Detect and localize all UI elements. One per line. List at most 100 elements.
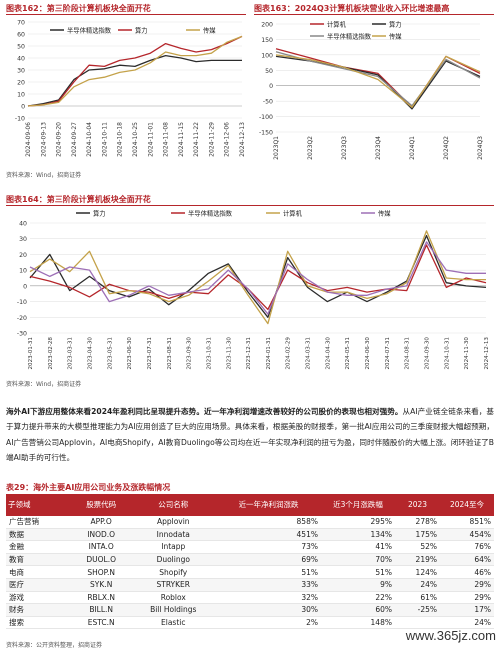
table-header: 子领域 xyxy=(6,494,72,516)
x-tick-label: 2024-10-25 xyxy=(132,122,139,157)
y-tick-label: 0 xyxy=(23,283,27,290)
y-tick-label: 30 xyxy=(19,236,27,243)
x-tick-label: 2024-11-08 xyxy=(163,122,170,157)
table-cell: Shopify xyxy=(130,565,217,579)
legend-label: 算力 xyxy=(93,208,106,217)
x-tick-label: 2023Q4 xyxy=(375,136,382,160)
table-row: 医疗 SYK.N STRYKER 33% 9% 24% 29% xyxy=(6,578,494,592)
x-tick-label: 2024-09-06 xyxy=(25,122,32,157)
table-cell: 33% xyxy=(216,578,321,592)
table-cell: 64% xyxy=(440,553,494,567)
x-tick-label: 2024-12-06 xyxy=(224,122,231,157)
legend-label: 算力 xyxy=(135,25,148,34)
table-cell: 451% xyxy=(216,528,321,542)
y-tick-label: 10 xyxy=(19,268,27,275)
fig162-title: 图表162：第三阶段计算机板块全面开花 xyxy=(6,4,151,13)
y-tick-label: 150 xyxy=(261,37,273,44)
x-tick-label: 2024-01-31 xyxy=(266,337,272,370)
table-cell: 29% xyxy=(440,578,494,592)
x-tick-label: 2024-09-13 xyxy=(40,122,47,157)
legend-label: 计算机 xyxy=(327,19,347,28)
legend-label: 传媒 xyxy=(203,25,216,34)
y-tick-label: -30 xyxy=(17,331,27,338)
table-cell: 175% xyxy=(394,528,440,542)
x-tick-label: 2024-06-30 xyxy=(365,337,371,370)
table-cell: 76% xyxy=(440,540,494,554)
table-cell: STRYKER xyxy=(130,578,217,592)
table-title: 表29：海外主要AI应用公司业务及涨跌幅情况 xyxy=(6,483,171,492)
table-cell: 9% xyxy=(320,578,395,592)
table-cell: 电商 xyxy=(6,565,72,579)
table-cell: 219% xyxy=(394,553,440,567)
x-tick-label: 2024Q1 xyxy=(409,136,416,160)
x-tick-label: 2024-10-11 xyxy=(101,122,108,157)
y-tick-label: 50 xyxy=(17,44,25,51)
series-line-2 xyxy=(27,35,243,107)
table-source: 资料来源：公开资料整理，招商证券 xyxy=(6,642,103,649)
table-header-row: 子领域 股票代码 公司名称 近一年净利润涨跌 近3个月涨跌幅 2023 2024… xyxy=(6,494,494,516)
table-cell: 29% xyxy=(440,591,494,605)
table-cell: Innodata xyxy=(130,528,217,542)
table-header: 近一年净利润涨跌 xyxy=(216,494,321,516)
x-tick-label: 2024-11-15 xyxy=(178,122,185,157)
table-cell: 医疗 xyxy=(6,578,72,592)
watermark: www.365jz.com xyxy=(405,628,496,643)
fig162-chart: 70 60 50 40 30 20 10 0 -10 2024-09-06 2024-09-13 20… xyxy=(6,16,246,168)
table-cell: 61% xyxy=(394,591,440,605)
x-tick-label: 2023Q1 xyxy=(273,136,280,160)
legend-label: 传媒 xyxy=(378,208,391,217)
table-cell: 295% xyxy=(320,516,395,529)
x-tick-label: 2024-07-31 xyxy=(385,337,391,370)
table-cell: INTA.O xyxy=(72,540,131,554)
table-cell: 46% xyxy=(440,565,494,579)
fig164-title: 图表164：第三阶段计算机板块全面开花 xyxy=(6,195,151,204)
x-tick-label: 2023Q2 xyxy=(307,136,314,160)
table-cell: 金融 xyxy=(6,540,72,554)
x-tick-label: 2023-07-31 xyxy=(147,337,153,370)
y-tick-label: 0 xyxy=(21,104,25,111)
table-header: 公司名称 xyxy=(130,494,217,516)
table-cell: 454% xyxy=(440,528,494,542)
table-cell: 51% xyxy=(216,565,321,579)
table-cell: 148% xyxy=(320,616,395,630)
table-cell: 30% xyxy=(216,603,321,617)
table-cell: 24% xyxy=(394,578,440,592)
fig163-rule xyxy=(254,14,494,15)
series-line-4 xyxy=(29,241,486,315)
x-tick-label: 2024-04-30 xyxy=(325,337,331,370)
y-tick-label: 50 xyxy=(265,68,273,75)
table-cell: 财务 xyxy=(6,603,72,617)
table-cell: 2% xyxy=(216,616,321,630)
table-cell: SYK.N xyxy=(72,578,131,592)
table-cell: 教育 xyxy=(6,553,72,567)
x-tick-label: 2024Q2 xyxy=(443,136,450,160)
table-row: 教育 DUOL.O Duolingo 69% 70% 219% 64% xyxy=(6,553,494,567)
table-cell: 51% xyxy=(320,565,395,579)
table-header: 股票代码 xyxy=(72,494,131,516)
fig163-chart: 200 150 100 50 0 -50 -100 -150 2023Q1 2023Q2 2023Q… xyxy=(254,16,494,168)
table-cell: BILL.N xyxy=(72,603,131,617)
x-tick-label: 2023-01-31 xyxy=(28,337,34,370)
y-tick-label: 30 xyxy=(17,68,25,75)
fig164-rule xyxy=(6,205,494,206)
y-tick-label: 10 xyxy=(17,92,25,99)
x-tick-label: 2024-09-30 xyxy=(425,337,431,370)
table-cell xyxy=(394,616,440,630)
y-tick-label: -50 xyxy=(263,99,273,106)
legend-label: 算力 xyxy=(389,19,402,28)
x-tick-label: 2023-04-30 xyxy=(87,337,93,370)
table-body: 广告营销 APP.O Applovin 858% 295% 278% 851% 数据 INOD.… xyxy=(6,516,494,630)
table-header: 2023 xyxy=(394,494,440,516)
y-tick-label: -10 xyxy=(15,116,25,123)
x-tick-label: 2024-08-31 xyxy=(405,337,411,370)
series-line-3 xyxy=(275,51,481,107)
table-cell: Intapp xyxy=(130,540,217,554)
x-tick-label: 2023-12-31 xyxy=(246,337,252,370)
table-row: 电商 SHOP.N Shopify 51% 51% 124% 46% xyxy=(6,565,494,579)
table-cell: 60% xyxy=(320,603,395,617)
y-tick-label: 40 xyxy=(17,56,25,63)
table-header: 近3个月涨跌幅 xyxy=(320,494,395,516)
table-cell: 数据 xyxy=(6,528,72,542)
x-tick-label: 2024-11-01 xyxy=(147,122,154,157)
x-tick-label: 2024-11-22 xyxy=(193,122,200,157)
